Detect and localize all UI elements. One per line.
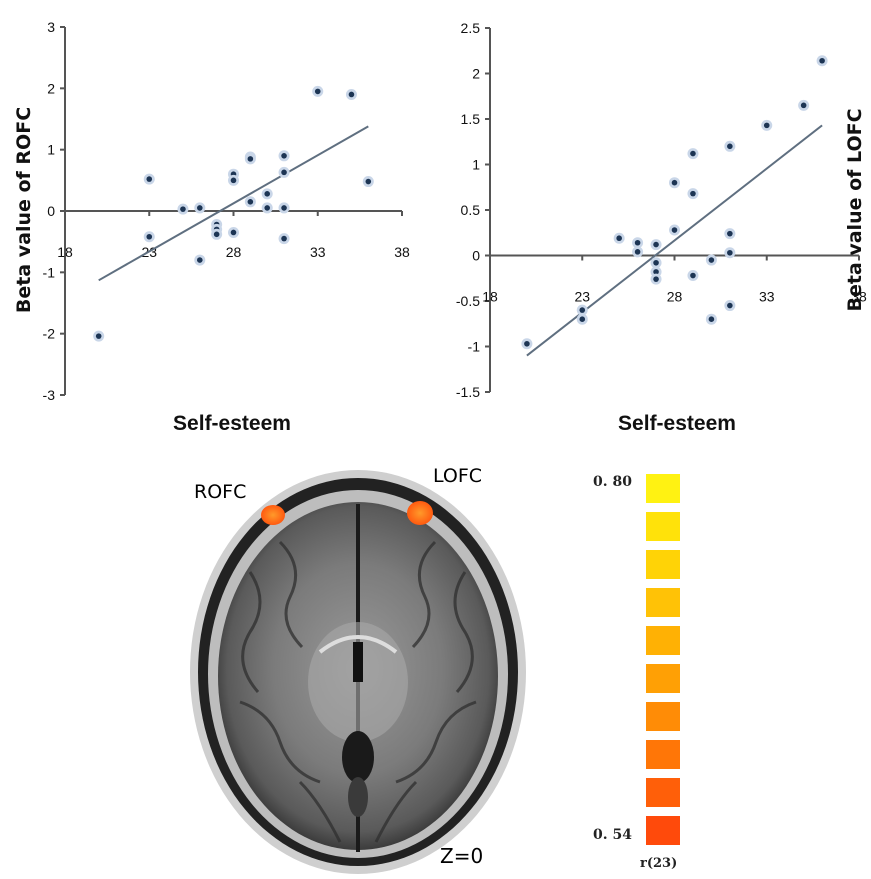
colorbar-title: r(23)	[640, 856, 678, 871]
y-tick-label: -1	[468, 339, 481, 355]
x-tick-label: 28	[226, 244, 242, 260]
scatter-plot-lofc: Beta value of LOFC Self-esteem -1.5 -1 -0.…	[456, 20, 867, 435]
colorbar-block	[646, 816, 680, 845]
y-tick-label: -3	[43, 387, 56, 403]
data-point	[244, 153, 256, 165]
y-tick-label: -2	[43, 326, 56, 342]
data-point	[143, 173, 155, 185]
data-point	[632, 246, 644, 258]
data-point	[576, 313, 588, 325]
lofc-activation	[407, 501, 433, 525]
x-axis-label: Self-esteem	[618, 412, 736, 435]
data-point	[261, 202, 273, 214]
data-point	[724, 228, 736, 240]
x-tick-label: 33	[759, 289, 775, 305]
data-point	[211, 228, 223, 240]
data-point	[650, 257, 662, 269]
data-point	[705, 313, 717, 325]
y-tick-label: -0.5	[456, 293, 480, 309]
x-tick-label: 18	[57, 244, 73, 260]
x-tick-label: 38	[394, 244, 410, 260]
data-point	[521, 338, 533, 350]
data-point	[669, 224, 680, 236]
colorbar-block	[646, 626, 680, 655]
lofc-label: LOFC	[433, 465, 483, 487]
y-tick-label: -1	[43, 264, 56, 280]
data-point	[650, 273, 662, 285]
data-point	[687, 188, 699, 200]
colorbar-block	[646, 778, 680, 807]
rofc-label: ROFC	[194, 481, 247, 503]
data-point	[194, 254, 206, 266]
data-point	[761, 119, 773, 131]
y-tick-label: 1.5	[461, 111, 481, 127]
data-point	[143, 231, 155, 243]
data-point	[705, 254, 717, 266]
y-tick-label: 2	[47, 80, 55, 96]
y-tick-label: 2	[472, 66, 480, 82]
rofc-activation	[261, 505, 285, 525]
y-tick-label: -1.5	[456, 384, 480, 400]
scatter-plot-rofc: Beta value of ROFC Self-esteem -3 -2 -1 0 1 2…	[13, 19, 410, 435]
data-point	[724, 140, 736, 152]
data-point	[261, 188, 273, 200]
data-point	[724, 300, 736, 312]
data-point	[194, 202, 206, 214]
data-point	[278, 166, 290, 178]
colorbar	[646, 474, 680, 854]
y-tick-label: 3	[47, 19, 55, 35]
y-tick-label: 0	[47, 203, 55, 219]
colorbar-min-label: 0. 54	[593, 827, 632, 843]
x-tick-label: 28	[667, 289, 683, 305]
colorbar-block	[646, 588, 680, 617]
y-tick-label: 2.5	[461, 20, 481, 36]
data-point	[632, 237, 644, 249]
data-point	[687, 270, 699, 282]
data-point	[687, 148, 699, 160]
trendline	[526, 124, 823, 357]
brain-slice-image	[180, 452, 540, 874]
data-point	[362, 176, 374, 188]
data-point	[345, 88, 357, 100]
data-point	[724, 247, 736, 259]
data-point	[93, 330, 105, 342]
x-axis-label: Self-esteem	[173, 412, 291, 435]
data-point	[177, 203, 189, 215]
data-point	[613, 232, 625, 244]
y-axis-label: Beta value of LOFC	[844, 108, 866, 311]
data-point	[278, 202, 290, 214]
x-tick-label: 33	[310, 244, 326, 260]
colorbar-block	[646, 550, 680, 579]
y-tick-label: 0.5	[461, 202, 481, 218]
y-tick-label: 0	[472, 248, 480, 264]
colorbar-block	[646, 702, 680, 731]
colorbar-block	[646, 664, 680, 693]
data-point	[798, 99, 810, 111]
x-tick-label: 38	[851, 289, 867, 305]
x-tick-label: 18	[482, 289, 498, 305]
y-axis-label: Beta value of ROFC	[13, 107, 35, 313]
data-point	[650, 239, 662, 251]
colorbar-block	[646, 512, 680, 541]
y-tick-label: 1	[472, 157, 480, 173]
slice-label: Z=0	[440, 844, 484, 868]
data-point	[228, 226, 239, 238]
data-point	[312, 85, 324, 97]
data-point	[278, 233, 290, 245]
colorbar-block	[646, 740, 680, 769]
data-point	[669, 177, 680, 189]
y-tick-label: 1	[47, 142, 55, 158]
data-point	[228, 174, 239, 186]
data-point	[278, 150, 290, 162]
colorbar-block	[646, 474, 680, 503]
x-tick-label: 23	[574, 289, 590, 305]
data-point	[244, 196, 256, 208]
data-point	[576, 304, 588, 316]
data-point	[816, 55, 828, 67]
trendline	[98, 125, 369, 282]
colorbar-max-label: 0. 80	[593, 474, 632, 490]
